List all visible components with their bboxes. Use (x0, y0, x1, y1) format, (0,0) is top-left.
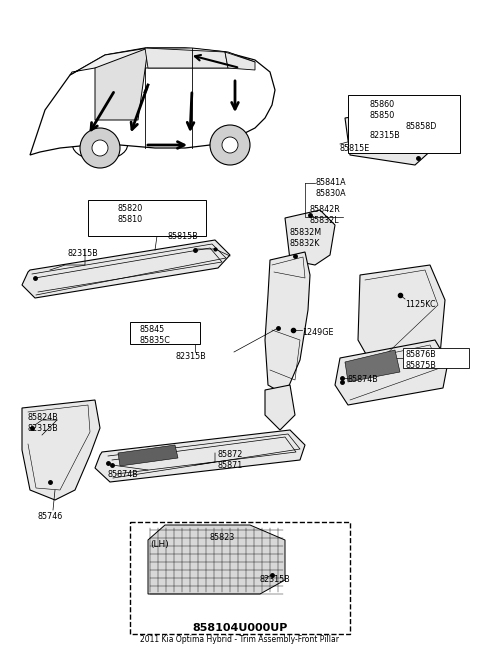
Text: 85815E: 85815E (340, 144, 370, 153)
Text: 1125KC: 1125KC (405, 300, 436, 309)
Polygon shape (95, 48, 148, 120)
Polygon shape (285, 210, 335, 265)
Text: 85871: 85871 (218, 461, 243, 470)
Bar (403, 348, 469, 368)
Polygon shape (358, 265, 445, 370)
Text: 2011 Kia Optima Hybrid - Trim Assembly-Front Pillar: 2011 Kia Optima Hybrid - Trim Assembly-F… (141, 635, 339, 644)
Polygon shape (30, 48, 275, 155)
Polygon shape (118, 445, 178, 466)
Polygon shape (380, 118, 410, 130)
Polygon shape (22, 400, 100, 500)
Text: 85845: 85845 (140, 325, 165, 334)
Polygon shape (145, 48, 228, 68)
Polygon shape (345, 100, 460, 165)
Text: 85858D: 85858D (405, 122, 436, 131)
Text: 85832M: 85832M (290, 228, 322, 237)
Polygon shape (148, 525, 285, 594)
Text: 85832K: 85832K (290, 239, 320, 248)
Text: 85872: 85872 (218, 450, 243, 459)
Circle shape (80, 128, 120, 168)
Text: 82315B: 82315B (260, 575, 291, 584)
Circle shape (92, 140, 108, 156)
Text: 85824B: 85824B (28, 413, 59, 422)
Text: 85860: 85860 (370, 100, 395, 109)
Text: 85850: 85850 (370, 111, 395, 120)
Bar (130, 522, 350, 634)
Text: 85875B: 85875B (405, 361, 436, 370)
Text: 85810: 85810 (118, 215, 143, 224)
Text: 85874B: 85874B (348, 375, 379, 384)
Text: 82315B: 82315B (175, 352, 206, 361)
Polygon shape (225, 52, 255, 70)
Text: 85823: 85823 (210, 533, 235, 542)
Text: 858104U000UP: 858104U000UP (192, 623, 288, 633)
Text: (LH): (LH) (150, 540, 169, 549)
Polygon shape (95, 430, 305, 482)
Text: 85746: 85746 (38, 512, 63, 521)
Polygon shape (335, 340, 448, 405)
Text: 82315B: 82315B (28, 424, 59, 433)
Circle shape (222, 137, 238, 153)
Polygon shape (70, 48, 255, 75)
Text: 85876B: 85876B (405, 350, 436, 359)
Text: 82315B: 82315B (370, 131, 401, 140)
Text: 1249GE: 1249GE (302, 328, 334, 337)
Bar (88, 200, 206, 236)
Text: 85815B: 85815B (168, 232, 199, 241)
Circle shape (210, 125, 250, 165)
Polygon shape (265, 385, 295, 430)
Text: 85841A: 85841A (315, 178, 346, 187)
Polygon shape (265, 252, 310, 395)
Text: 85835C: 85835C (140, 336, 171, 345)
Text: 85842R: 85842R (310, 205, 341, 214)
Text: 85830A: 85830A (315, 189, 346, 198)
Polygon shape (345, 350, 400, 382)
Bar (130, 322, 200, 344)
Text: 82315B: 82315B (68, 249, 99, 258)
Text: 85874B: 85874B (108, 470, 139, 479)
Bar (348, 95, 460, 153)
Text: 85820: 85820 (118, 204, 143, 213)
Polygon shape (22, 240, 230, 298)
Text: 85832L: 85832L (310, 216, 340, 225)
